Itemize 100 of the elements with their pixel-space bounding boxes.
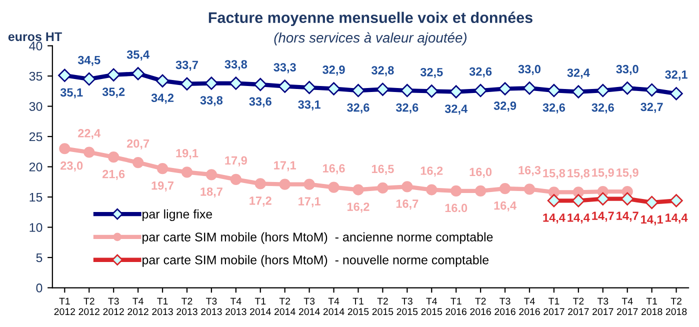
data-label: 16,5 bbox=[372, 164, 394, 175]
point bbox=[596, 192, 610, 206]
data-label: 14,7 bbox=[592, 212, 614, 222]
data-label: 23,0 bbox=[60, 161, 83, 172]
point bbox=[670, 194, 683, 208]
point bbox=[596, 84, 610, 98]
data-label: 19,7 bbox=[152, 181, 174, 192]
data-label: 33,8 bbox=[224, 60, 248, 70]
data-label: 16,3 bbox=[518, 166, 541, 176]
data-label: 32,1 bbox=[665, 70, 688, 80]
x-tick-label: T2 2016 bbox=[470, 298, 491, 316]
y-tick-label: 20 bbox=[29, 162, 42, 172]
point bbox=[572, 85, 586, 98]
point bbox=[279, 178, 290, 190]
data-label: 17,1 bbox=[274, 161, 296, 172]
point bbox=[524, 184, 536, 195]
x-tick-label: T3 2012 bbox=[103, 298, 124, 316]
point bbox=[376, 82, 390, 96]
y-tick-label: 15 bbox=[30, 192, 42, 202]
data-label: 32,6 bbox=[592, 103, 614, 114]
point bbox=[84, 146, 95, 158]
data-label: 16,2 bbox=[347, 202, 370, 213]
point bbox=[499, 182, 511, 194]
x-tick-label: T1 2018 bbox=[641, 298, 662, 316]
data-label: 34,2 bbox=[151, 94, 174, 104]
point bbox=[59, 143, 70, 154]
data-label: 17,9 bbox=[225, 156, 247, 166]
point bbox=[474, 84, 488, 98]
x-tick-label: T3 2016 bbox=[494, 298, 516, 316]
data-label: 32,8 bbox=[371, 66, 394, 76]
point bbox=[426, 184, 438, 196]
data-label: 14,1 bbox=[641, 215, 663, 226]
point bbox=[302, 80, 316, 94]
data-label: 32,6 bbox=[347, 103, 370, 114]
y-tick-label: 35 bbox=[29, 72, 42, 81]
data-label: 34,5 bbox=[78, 56, 100, 66]
point bbox=[254, 178, 266, 190]
point bbox=[180, 77, 194, 90]
data-label: 32,6 bbox=[542, 103, 566, 114]
point bbox=[450, 85, 463, 98]
point bbox=[206, 169, 218, 180]
x-tick-label: T4 2016 bbox=[519, 298, 540, 316]
data-label: 16,7 bbox=[396, 200, 418, 210]
point bbox=[670, 86, 683, 100]
chart-title: Facture moyenne mensuelle voix et données bbox=[208, 12, 532, 26]
point bbox=[254, 78, 267, 92]
x-tick-label: T1 2013 bbox=[152, 298, 173, 316]
point bbox=[156, 163, 168, 174]
data-label: 16,0 bbox=[470, 168, 492, 178]
point bbox=[352, 184, 364, 196]
point bbox=[181, 166, 193, 178]
y-tick-label: 30 bbox=[29, 102, 42, 111]
data-label: 32,9 bbox=[494, 102, 516, 112]
point bbox=[645, 83, 658, 97]
y-tick-label: 0 bbox=[36, 284, 42, 292]
data-label: 32,9 bbox=[322, 66, 345, 76]
x-tick-label: T1 2012 bbox=[54, 298, 75, 316]
x-tick-label: T1 2017 bbox=[544, 298, 564, 316]
data-label: 33,7 bbox=[176, 60, 198, 71]
data-label: 33,0 bbox=[616, 64, 638, 76]
point bbox=[204, 76, 218, 90]
x-tick-label: T4 2015 bbox=[421, 298, 442, 316]
point bbox=[402, 181, 413, 192]
point bbox=[108, 152, 120, 163]
point bbox=[377, 182, 388, 194]
data-label: 22,4 bbox=[78, 129, 101, 140]
point bbox=[132, 156, 144, 168]
x-tick-label: T4 2013 bbox=[226, 298, 246, 316]
data-label: 33,6 bbox=[249, 97, 272, 108]
data-label: 32,7 bbox=[640, 102, 663, 113]
x-tick-label: T2 2015 bbox=[372, 298, 394, 316]
y-tick-label: 40 bbox=[29, 42, 42, 50]
x-tick-label: T3 2013 bbox=[201, 298, 222, 316]
data-label: 16,2 bbox=[420, 166, 443, 177]
point bbox=[82, 72, 96, 86]
point bbox=[547, 194, 561, 208]
data-label: 32,4 bbox=[444, 104, 468, 115]
point bbox=[328, 182, 340, 193]
data-label: 35,2 bbox=[102, 88, 125, 98]
y-tick-label: 25 bbox=[29, 132, 42, 142]
legend-label: par carte SIM mobile (hors MtoM) - nouvelle norme comptable bbox=[142, 255, 489, 267]
point bbox=[450, 185, 462, 197]
point bbox=[425, 84, 438, 98]
data-label: 35,1 bbox=[60, 88, 83, 98]
point bbox=[230, 174, 242, 186]
point bbox=[131, 67, 145, 80]
point bbox=[327, 82, 340, 96]
x-tick-label: T3 2014 bbox=[298, 298, 320, 316]
x-tick-label: T2 2017 bbox=[568, 298, 589, 316]
x-tick-label: T1 2014 bbox=[250, 298, 271, 316]
data-label: 21,6 bbox=[102, 170, 125, 180]
point bbox=[278, 80, 292, 93]
data-label: 32,4 bbox=[567, 68, 590, 79]
point bbox=[645, 196, 658, 210]
point bbox=[620, 192, 634, 206]
data-label: 17,1 bbox=[298, 197, 320, 208]
data-label: 14,4 bbox=[568, 214, 590, 224]
data-label: 19,1 bbox=[176, 149, 198, 160]
point bbox=[400, 84, 414, 98]
point bbox=[107, 68, 120, 82]
